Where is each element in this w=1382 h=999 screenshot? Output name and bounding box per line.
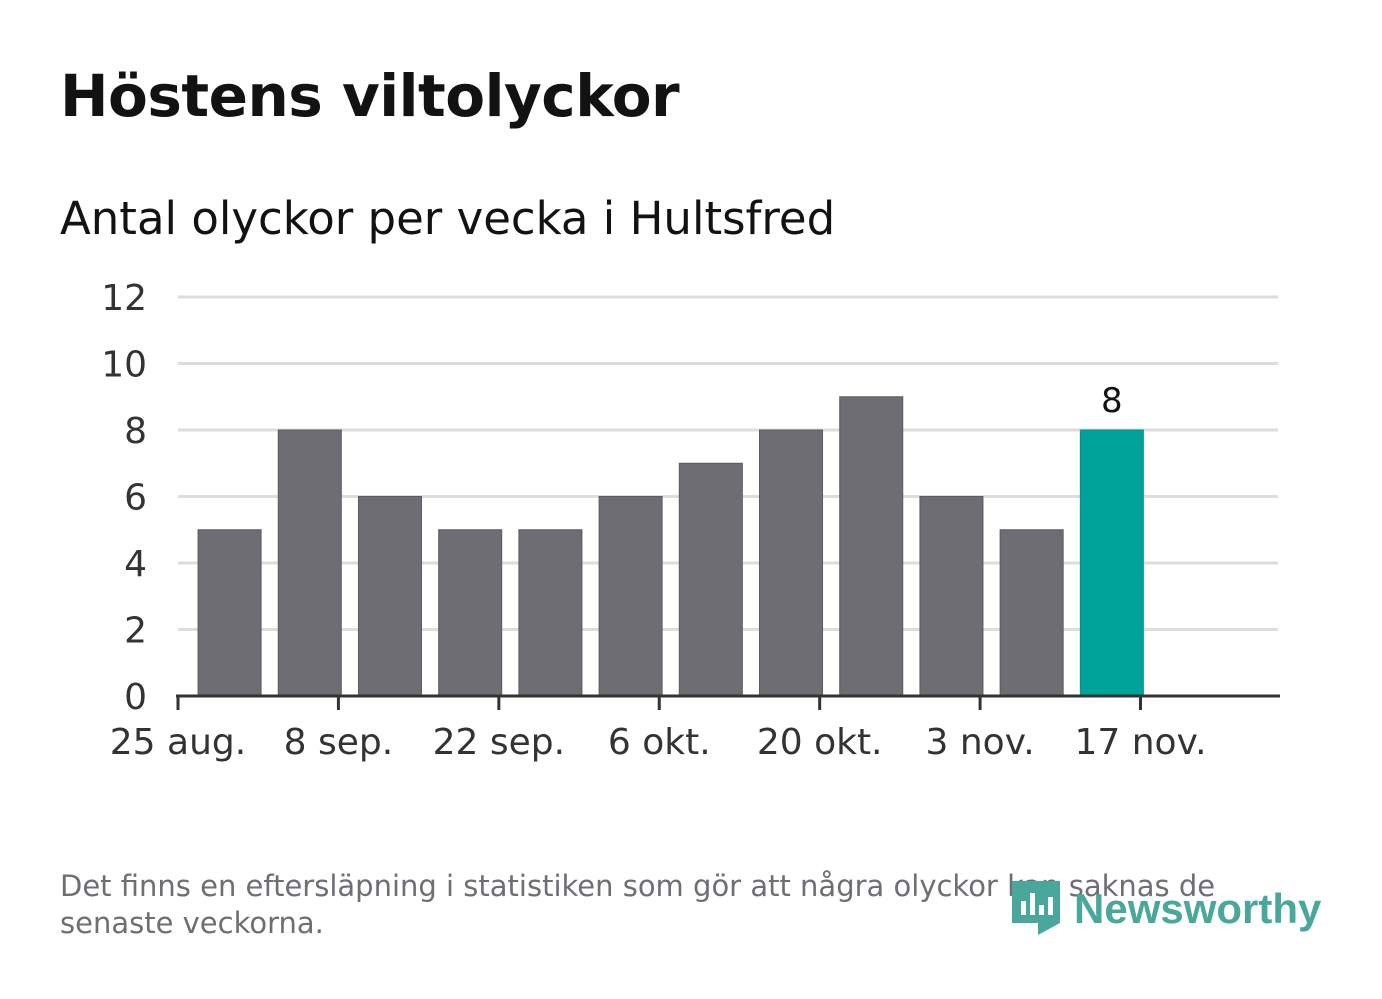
bar xyxy=(999,529,1064,697)
y-tick-label: 12 xyxy=(101,278,147,319)
labels: 0 2 4 6 8 10 12 8 25 aug. 8 sep. 22 sep. 6 okt. 20 o… xyxy=(101,278,1206,763)
bar xyxy=(277,429,342,697)
x-tick-label: 3 nov. xyxy=(926,722,1035,763)
axes xyxy=(176,694,1280,710)
y-tick-label: 4 xyxy=(124,544,147,585)
bar xyxy=(197,529,262,697)
x-tick-label: 17 nov. xyxy=(1074,722,1206,763)
bar xyxy=(518,529,583,697)
bar xyxy=(598,496,663,697)
bar xyxy=(1079,429,1144,697)
brand-name: Newsworthy xyxy=(1074,885,1322,932)
x-tick-label: 6 okt. xyxy=(608,722,711,763)
bar xyxy=(678,462,743,697)
y-tick-label: 6 xyxy=(124,478,147,519)
bar-data-label: 8 xyxy=(1101,381,1123,421)
bar xyxy=(438,529,503,697)
x-tick-label: 8 sep. xyxy=(284,722,394,763)
bar xyxy=(919,496,984,697)
chart-title: Höstens viltolyckor xyxy=(60,62,680,130)
y-tick-label: 0 xyxy=(124,677,147,718)
bars xyxy=(197,396,1144,697)
brand-logo[interactable]: Newsworthy xyxy=(1010,878,1321,940)
bar-chart: 0 2 4 6 8 10 12 8 25 aug. 8 sep. 22 sep. 6 okt. 20 o… xyxy=(101,278,1280,763)
bar xyxy=(759,429,824,697)
x-tick-label: 22 sep. xyxy=(433,722,565,763)
x-tick-label: 25 aug. xyxy=(110,722,246,763)
chart-subtitle: Antal olyckor per vecka i Hultsfred xyxy=(60,192,836,245)
y-tick-label: 2 xyxy=(124,611,147,652)
x-tick-label: 20 okt. xyxy=(757,722,883,763)
bar xyxy=(357,496,422,697)
newsworthy-logo-icon xyxy=(1012,881,1060,935)
bar xyxy=(839,396,904,697)
y-tick-label: 8 xyxy=(124,411,147,452)
y-tick-label: 10 xyxy=(101,345,147,386)
